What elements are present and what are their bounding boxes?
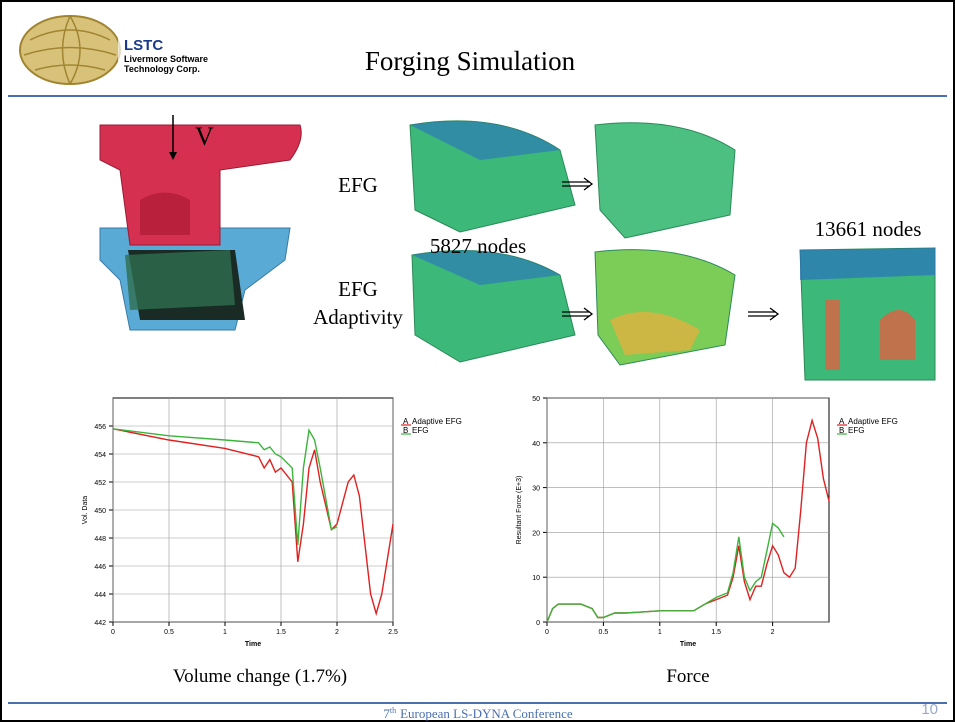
slide: LSTC Livermore Software Technology Corp.… bbox=[0, 0, 955, 722]
x-tick-label: 1.5 bbox=[276, 629, 286, 636]
row-label: Adaptivity bbox=[313, 305, 403, 329]
x-tick-label: 1 bbox=[223, 629, 227, 636]
x-tick-label: 0 bbox=[545, 629, 549, 636]
x-tick-label: 2 bbox=[771, 629, 775, 636]
y-tick-label: 456 bbox=[94, 424, 106, 431]
x-tick-label: 0 bbox=[111, 629, 115, 636]
y-axis-label: Vol. Data bbox=[82, 496, 89, 525]
velocity-label: V bbox=[195, 122, 214, 151]
plot-area bbox=[547, 398, 829, 622]
row-label: EFG bbox=[338, 277, 378, 301]
node-count: 5827 nodes bbox=[430, 234, 526, 258]
legend-label: Adaptive EFG bbox=[848, 417, 898, 426]
y-tick-label: 50 bbox=[532, 396, 540, 403]
legend-label: Adaptive EFG bbox=[412, 417, 462, 426]
node-count: 13661 nodes bbox=[815, 217, 922, 241]
legend-label: EFG bbox=[412, 426, 428, 435]
page-number: 10 bbox=[921, 701, 938, 718]
x-axis-label: Time bbox=[245, 641, 261, 648]
logo-line: Technology Corp. bbox=[124, 64, 200, 74]
y-tick-label: 40 bbox=[532, 441, 540, 448]
y-tick-label: 450 bbox=[94, 508, 106, 515]
y-tick-label: 10 bbox=[532, 575, 540, 582]
y-tick-label: 444 bbox=[94, 592, 106, 599]
row-label: EFG bbox=[338, 173, 378, 197]
x-tick-label: 1 bbox=[658, 629, 662, 636]
y-tick-label: 448 bbox=[94, 536, 106, 543]
x-tick-label: 1.5 bbox=[711, 629, 721, 636]
logo-name: LSTC bbox=[124, 37, 163, 54]
x-axis-label: Time bbox=[680, 641, 696, 648]
x-tick-label: 0.5 bbox=[599, 629, 609, 636]
y-axis-label: Resultant Force (E+3) bbox=[516, 476, 523, 545]
y-tick-label: 452 bbox=[94, 480, 106, 487]
slide-title: Forging Simulation bbox=[365, 46, 576, 76]
chart-caption: Volume change (1.7%) bbox=[173, 666, 347, 687]
x-tick-label: 2 bbox=[335, 629, 339, 636]
y-tick-label: 442 bbox=[94, 620, 106, 627]
legend-label: EFG bbox=[848, 426, 864, 435]
page: LSTC Livermore Software Technology Corp.… bbox=[0, 0, 955, 722]
y-tick-label: 0 bbox=[536, 620, 540, 627]
y-tick-label: 446 bbox=[94, 564, 106, 571]
y-tick-label: 20 bbox=[532, 530, 540, 537]
conference: European LS-DYNA Conference bbox=[400, 706, 573, 721]
edition-suffix: th bbox=[390, 706, 396, 715]
x-tick-label: 2.5 bbox=[388, 629, 398, 636]
chart-caption: Force bbox=[666, 666, 709, 687]
y-tick-label: 30 bbox=[532, 486, 540, 493]
x-tick-label: 0.5 bbox=[164, 629, 174, 636]
y-tick-label: 454 bbox=[94, 452, 106, 459]
logo-line: Livermore Software bbox=[124, 54, 208, 64]
